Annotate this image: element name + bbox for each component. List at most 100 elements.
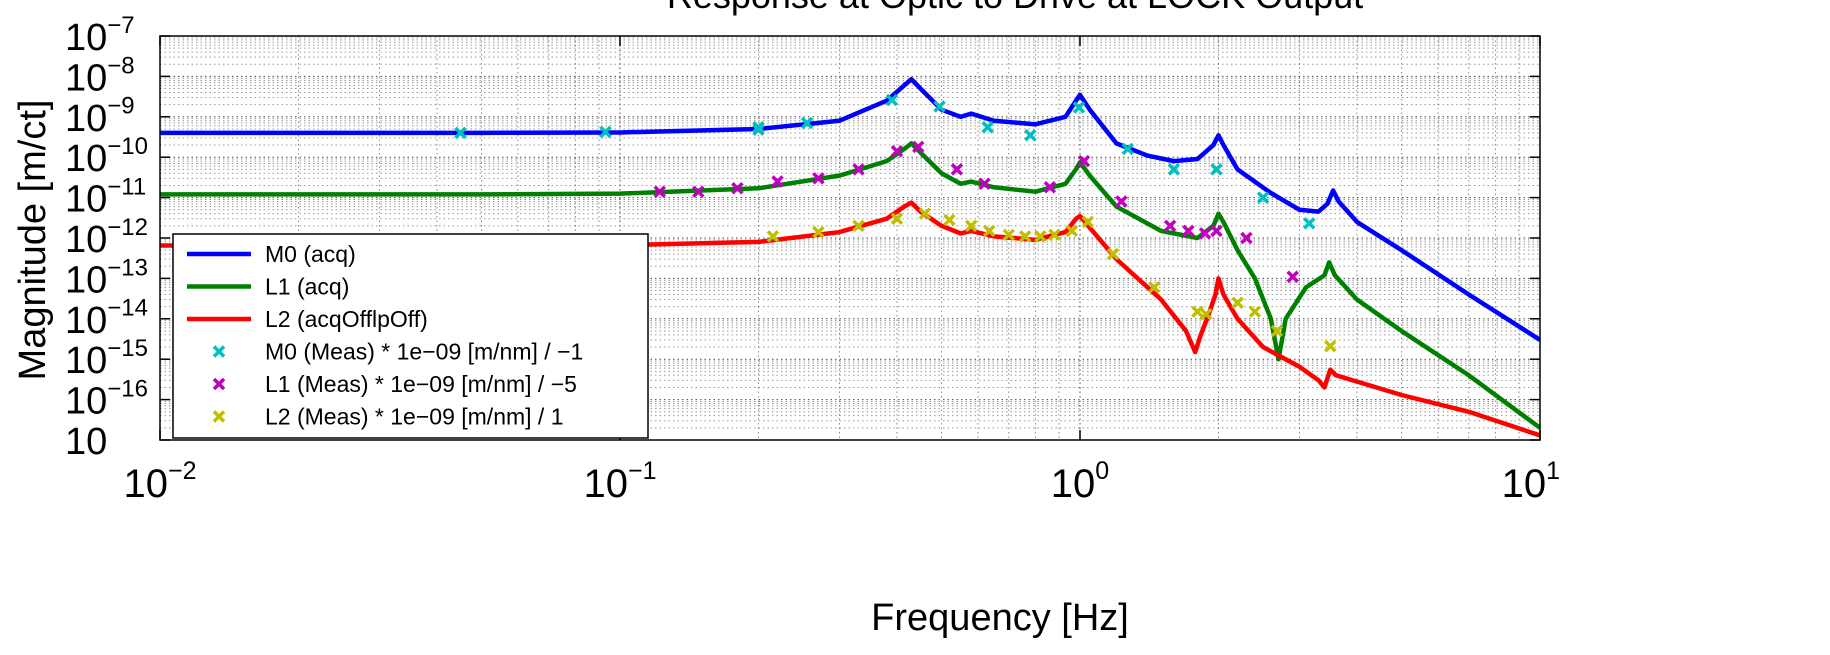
marker-stroke [1231,296,1244,309]
series-5-marker [950,163,964,176]
series-6-marker [852,219,865,233]
y-tick-label: 10−16 [65,376,148,423]
series-4-marker [752,121,765,134]
series-6-marker [943,213,956,227]
marker-stroke [1324,339,1337,353]
series-4-marker [1121,142,1134,156]
marker-stroke [1182,224,1195,238]
marker-stroke [1077,154,1091,168]
marker-stroke [653,185,666,198]
marker-stroke [454,126,467,140]
marker-stroke [692,185,705,198]
series-6-marker [983,224,996,238]
legend-entry-label: M0 (acq) [265,241,356,267]
series-6-marker [1048,228,1061,242]
series-6-marker [1191,305,1204,318]
series-4-marker [933,100,946,113]
marker-stroke [1065,224,1079,238]
series-5-marker [890,145,904,158]
y-tick-label: 10−13 [65,254,148,301]
y-tick-label: 10−7 [65,12,135,59]
series-6-marker [1034,230,1047,243]
marker-stroke [1147,281,1161,294]
marker-stroke [812,172,825,185]
series-5-marker [978,177,991,191]
y-tick-label: 10−15 [65,335,148,382]
series-4-marker [1302,217,1316,230]
series-6-marker [964,219,978,233]
legend-swatch-marker [212,345,226,358]
marker-stroke [1167,163,1181,176]
marker-stroke [1163,219,1177,233]
marker-stroke [800,116,814,130]
y-tick-label: 10−12 [65,214,148,261]
series-6-marker [1270,324,1284,338]
series-6-marker [766,230,780,243]
series-5-marker [852,163,865,176]
marker-stroke [1081,215,1095,229]
series-5-marker [1077,154,1091,168]
y-tick-label: 10−8 [65,52,135,99]
series-5-marker [1240,231,1253,245]
marker-stroke [1115,195,1128,208]
legend-entry-label: L1 (Meas) * 1e−09 [m/nm] / −5 [265,371,577,397]
marker-stroke [943,213,956,227]
series-5-marker [1163,219,1177,233]
series-6-marker [1081,215,1095,229]
plot-series [160,77,1540,438]
series-2-line [160,141,1540,430]
marker-stroke [852,219,865,233]
legend-entry-label: L2 (acqOfflpOff) [265,306,428,332]
x-axis-label: Frequency [Hz] [871,597,1129,639]
y-tick-label: 10−10 [65,133,148,180]
legend-entry-label: L2 (Meas) * 1e−09 [m/nm] / 1 [265,404,564,430]
marker-stroke [771,175,784,188]
series-5-marker [1198,227,1212,240]
marker-stroke [1002,228,1015,242]
series-4-marker [1256,191,1270,204]
series-5-marker [1210,224,1223,238]
marker-stroke [912,140,925,154]
series-6-marker [1231,296,1244,309]
marker-stroke [1121,142,1134,156]
marker-stroke [852,163,865,176]
marker-stroke [1043,181,1057,194]
x-tick-label: 101 [1502,457,1560,506]
series-5-marker [692,185,705,198]
y-axis-label: Magnitude [m/ct] [12,100,54,381]
y-tick-label: 10 [65,421,107,463]
marker-stroke [1248,305,1262,318]
marker-stroke [599,125,612,139]
series-4-marker [599,125,612,139]
marker-stroke [983,224,996,238]
legend: M0 (acq) L1 (acq) L2 (acqOfflpOff) M0 (Meas… [172,233,649,439]
marker-stroke [1191,305,1204,318]
marker-stroke [1270,324,1284,338]
series-6-marker [1002,228,1015,242]
marker-stroke [1256,191,1270,204]
marker-stroke [885,93,899,107]
series-5-marker [771,175,784,188]
series-4-marker [981,121,994,134]
series-6-marker [1106,247,1120,261]
series-6-marker [918,207,932,220]
legend-entry-label: M0 (Meas) * 1e−09 [m/nm] / −1 [265,339,583,365]
marker-stroke [981,121,994,134]
series-4-marker [1072,101,1086,114]
series-6-marker [1018,230,1032,243]
marker-stroke [1286,270,1299,283]
series-4-marker [1167,163,1181,176]
marker-stroke [1302,217,1316,230]
series-5-marker [1043,181,1057,194]
marker-stroke [1210,163,1223,176]
series-5-marker [1182,224,1195,238]
series-4-marker [800,116,814,130]
chart-title: Response at Optic to Drive at LOCK Outpu… [667,0,1363,16]
y-tick-label: 10−14 [65,295,148,342]
marker-stroke [752,121,765,134]
series-5-marker [1286,270,1299,283]
series-6-marker [1199,307,1213,321]
series-4-marker [454,126,467,140]
